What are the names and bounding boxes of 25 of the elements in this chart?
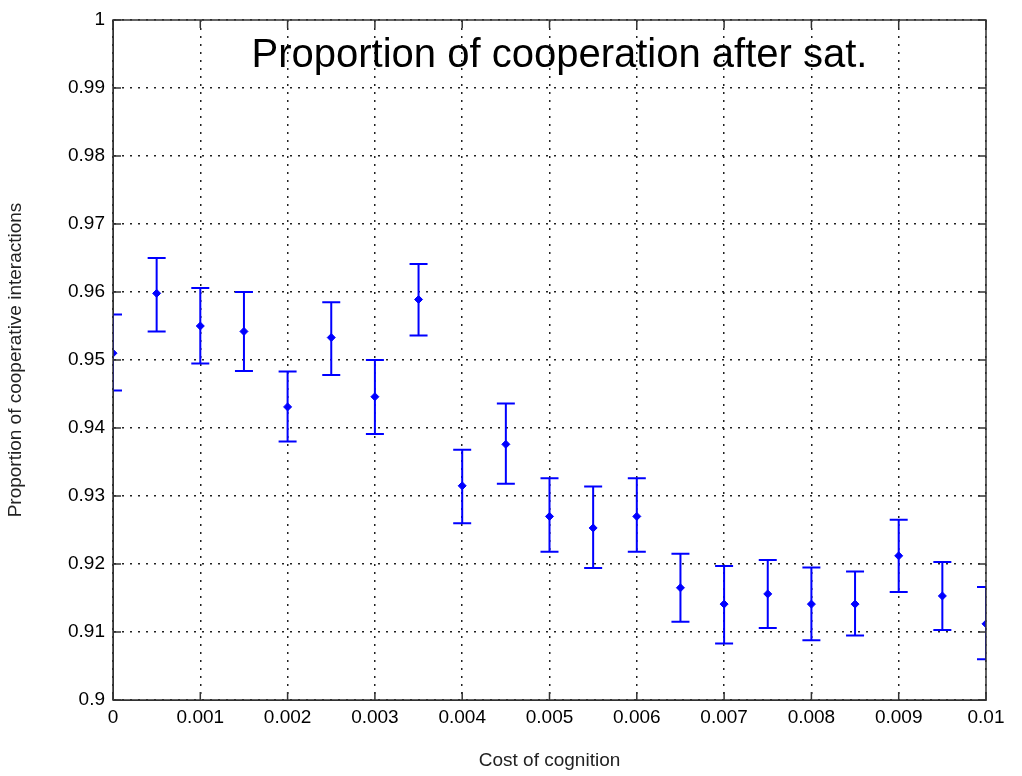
y-tick-label: 0.95 <box>68 348 105 370</box>
x-tick-label: 0.006 <box>613 705 661 727</box>
y-tick-label: 0.94 <box>68 416 106 438</box>
y-tick-label: 0.98 <box>68 144 105 166</box>
x-tick-label: 0.007 <box>700 705 748 727</box>
x-tick-label: 0.004 <box>438 705 487 727</box>
x-tick-label: 0.003 <box>351 705 399 727</box>
x-tick-label: 0.001 <box>176 705 225 727</box>
chart-title: Proportion of cooperation after sat. <box>251 31 868 76</box>
y-tick-label: 1 <box>94 8 105 30</box>
y-tick-label: 0.91 <box>68 620 105 642</box>
y-axis-title: Proportion of cooperative interactions <box>3 202 25 518</box>
y-tick-label: 0.9 <box>78 688 105 710</box>
x-tick-label: 0.002 <box>263 705 312 727</box>
x-tick-label: 0.01 <box>967 705 1005 727</box>
y-tick-label: 0.92 <box>68 552 105 574</box>
y-tick-label: 0.99 <box>68 76 105 98</box>
x-tick-label: 0.009 <box>874 705 923 727</box>
y-tick-label: 0.93 <box>68 484 105 506</box>
y-tick-label: 0.97 <box>68 212 105 234</box>
y-tick-label: 0.96 <box>68 280 105 302</box>
x-tick-label: 0 <box>107 705 119 727</box>
x-axis-title: Cost of cognition <box>478 748 621 770</box>
x-tick-label: 0.005 <box>525 705 574 727</box>
x-tick-label: 0.008 <box>787 705 836 727</box>
